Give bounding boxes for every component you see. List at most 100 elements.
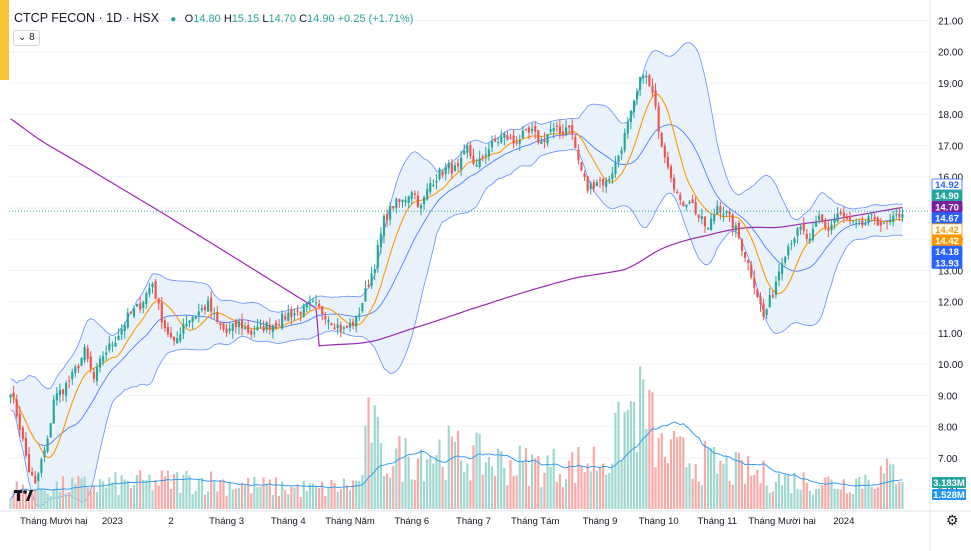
candle-body <box>552 127 555 132</box>
candle <box>166 322 170 338</box>
candle-body <box>419 205 423 209</box>
candle <box>200 304 203 313</box>
candle <box>194 315 197 320</box>
candle <box>407 195 410 208</box>
candle-body <box>389 205 392 220</box>
volume-bar <box>666 462 669 509</box>
volume-bar <box>348 490 352 509</box>
candle <box>49 422 52 438</box>
candle <box>376 239 379 273</box>
candle <box>83 344 86 364</box>
volume-bar <box>456 430 460 509</box>
candle-body <box>37 473 40 482</box>
candle <box>460 150 463 176</box>
candle <box>821 214 824 224</box>
volume-bar <box>419 449 423 509</box>
volume-bar <box>481 474 484 509</box>
volume-bar <box>527 485 531 509</box>
volume-bar <box>534 458 537 509</box>
time-tick-label: Tháng 9 <box>583 516 618 527</box>
volume-bar <box>876 487 879 509</box>
candle-body <box>166 326 170 335</box>
candle <box>65 380 68 403</box>
gear-icon[interactable]: ⚙ <box>946 512 959 528</box>
candle <box>293 308 296 321</box>
candle <box>558 119 561 139</box>
candle-body <box>617 155 620 163</box>
volume-bar <box>379 442 382 509</box>
candle <box>234 318 237 334</box>
candle-body <box>688 201 691 204</box>
price-tick-label: 19.00 <box>938 79 963 90</box>
candle-body <box>120 329 123 335</box>
volume-bar <box>43 490 46 509</box>
candle <box>669 164 673 183</box>
price-label: 14.67 <box>931 212 963 225</box>
candle <box>750 260 753 280</box>
volume-bar <box>373 405 376 509</box>
candle <box>9 394 12 404</box>
candle <box>12 385 15 404</box>
volume-bar <box>259 486 262 509</box>
candle <box>583 170 586 181</box>
volume-bar <box>568 460 571 509</box>
band-lower <box>10 149 903 508</box>
candle-body <box>173 336 176 341</box>
volume-label: 3.183M <box>932 477 966 489</box>
candle-body <box>348 322 352 328</box>
candle <box>602 178 605 193</box>
candle-body <box>571 125 574 135</box>
volume-bar <box>46 493 49 509</box>
volume-bar <box>21 484 24 509</box>
candle <box>901 208 904 223</box>
candle <box>620 146 623 161</box>
band-fill <box>10 42 903 507</box>
candle-body <box>108 343 111 351</box>
volume-bar <box>463 471 466 509</box>
volume-bar <box>814 488 818 509</box>
symbol-title[interactable]: CTCP FECON · 1D · HSX <box>14 11 159 25</box>
candle <box>423 195 426 210</box>
candle <box>774 276 778 299</box>
volume-bar <box>102 481 105 509</box>
candle-body <box>287 312 290 322</box>
candle-body <box>882 222 886 224</box>
volume-bar <box>191 494 194 509</box>
volume-bar <box>213 481 216 509</box>
candle <box>444 163 447 181</box>
candle <box>611 167 614 184</box>
volume-bar <box>352 480 355 509</box>
candle-body <box>827 228 830 231</box>
candle <box>262 320 265 333</box>
candle-body <box>24 437 28 456</box>
candle-body <box>808 238 811 242</box>
candle <box>879 217 882 232</box>
volume-bar <box>614 412 617 509</box>
candle-body <box>31 471 34 476</box>
candle <box>873 213 876 225</box>
candle-body <box>154 281 157 299</box>
volume-bar <box>737 452 740 509</box>
candle-body <box>114 342 117 347</box>
candle <box>682 200 685 207</box>
indicators-toggle[interactable]: ⌄ 8 <box>13 30 40 46</box>
tradingview-logo-icon[interactable] <box>14 489 34 505</box>
volume-bar <box>65 493 68 509</box>
candle <box>228 322 231 335</box>
volume-bar <box>669 439 673 509</box>
indicator-count: 8 <box>29 32 35 43</box>
volume-bar <box>173 473 176 509</box>
candle-body <box>568 125 571 128</box>
candle-body <box>558 126 561 134</box>
candle-body <box>277 324 281 326</box>
candle-body <box>564 127 568 134</box>
candle <box>77 363 80 374</box>
volume-bar <box>24 488 28 509</box>
candle <box>827 221 830 237</box>
candle-body <box>225 328 228 333</box>
candle-body <box>234 321 237 327</box>
candle-body <box>818 215 821 220</box>
volume-bar <box>197 478 200 509</box>
